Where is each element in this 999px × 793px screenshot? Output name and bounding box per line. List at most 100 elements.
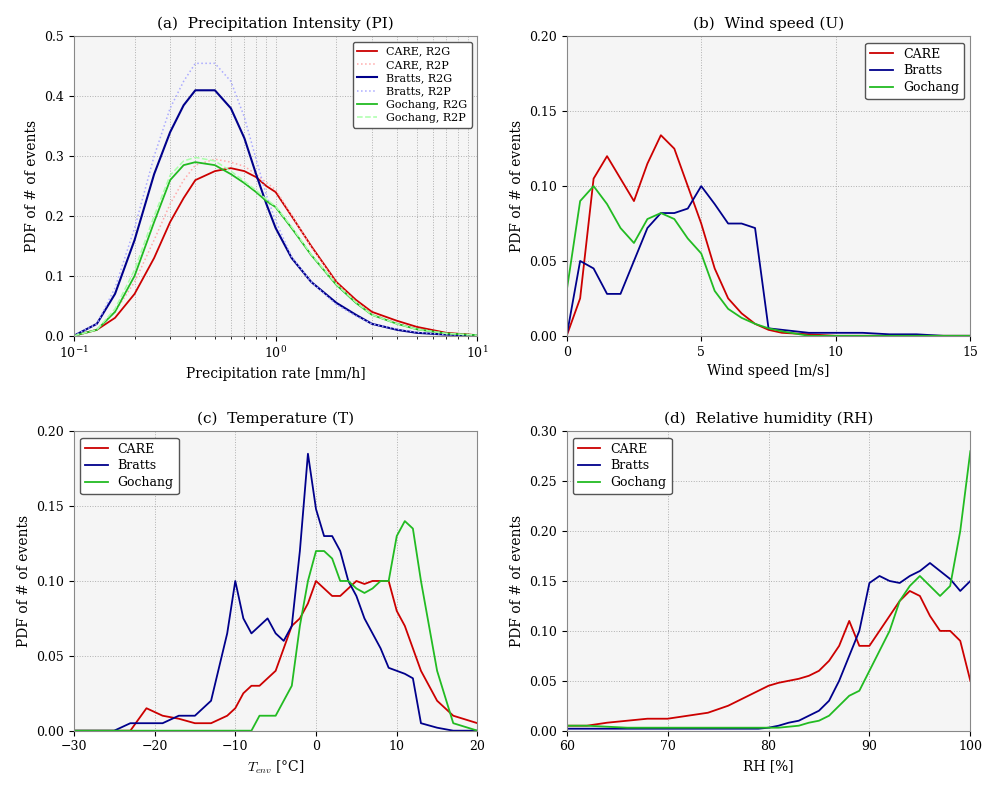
Gochang [681, 234, 693, 243]
CARE, R2P [68, 331, 80, 340]
Bratts [367, 629, 379, 638]
Gochang, R2G [91, 325, 103, 335]
Gochang, R2G [225, 170, 237, 179]
Gochang [238, 726, 250, 735]
CARE, R2P [270, 185, 282, 194]
Bratts [668, 209, 680, 218]
Bratts [157, 718, 169, 728]
Bratts, R2P [392, 324, 404, 334]
Gochang [326, 554, 338, 563]
Gochang [803, 331, 815, 340]
Bratts, R2P [129, 224, 141, 233]
Y-axis label: PDF of # of events: PDF of # of events [17, 515, 31, 647]
CARE [904, 586, 916, 596]
Bratts, R2P [164, 104, 176, 113]
Gochang [762, 723, 774, 733]
Bratts [621, 724, 633, 734]
Gochang [560, 721, 572, 730]
Gochang [173, 726, 185, 735]
Bratts [954, 586, 966, 596]
Bratts [108, 726, 120, 735]
CARE, R2G [441, 328, 453, 338]
Gochang [668, 214, 680, 224]
Bratts, R2P [270, 216, 282, 225]
Bratts [853, 626, 865, 636]
CARE [722, 701, 734, 711]
Gochang [68, 726, 80, 735]
Gochang [601, 199, 613, 209]
CARE [803, 330, 815, 339]
Bratts [762, 324, 774, 333]
CARE, R2G [411, 322, 423, 331]
Bratts [641, 724, 653, 734]
CARE [702, 708, 714, 718]
CARE [326, 592, 338, 601]
CARE, R2G [209, 167, 221, 176]
CARE [823, 656, 835, 665]
Bratts [793, 716, 805, 726]
Line: Gochang, R2G: Gochang, R2G [74, 162, 478, 335]
CARE, R2G [129, 289, 141, 299]
CARE [448, 711, 460, 721]
Bratts [141, 718, 153, 728]
Bratts [904, 571, 916, 580]
Gochang [641, 214, 653, 224]
Bratts, R2G [261, 199, 273, 209]
Gochang, R2P [239, 177, 251, 186]
Bratts, R2P [91, 319, 103, 328]
CARE [830, 331, 842, 340]
CARE [587, 174, 599, 183]
Gochang [830, 331, 842, 340]
Gochang [857, 331, 869, 340]
CARE, R2P [209, 155, 221, 164]
Gochang, R2G [250, 187, 262, 197]
Line: Bratts: Bratts [566, 186, 970, 335]
Gochang, R2P [261, 194, 273, 204]
Bratts [964, 577, 976, 586]
Bratts [813, 706, 825, 715]
CARE, R2P [441, 328, 453, 338]
Gochang [221, 726, 233, 735]
Bratts [641, 224, 653, 233]
CARE [853, 641, 865, 650]
Gochang [205, 726, 217, 735]
Gochang [415, 577, 427, 586]
Gochang, R2G [392, 319, 404, 328]
Gochang, R2P [148, 211, 160, 220]
Gochang [752, 723, 764, 733]
Gochang, R2G [350, 298, 362, 308]
CARE [343, 584, 355, 593]
CARE [580, 721, 592, 730]
Gochang [934, 592, 946, 601]
Bratts [742, 724, 754, 734]
Line: Bratts: Bratts [74, 454, 478, 730]
Bratts [732, 724, 744, 734]
Bratts [587, 264, 599, 274]
CARE [614, 174, 626, 183]
Title: (d)  Relative humidity (RH): (d) Relative humidity (RH) [663, 412, 873, 426]
CARE, R2P [305, 243, 317, 252]
Legend: CARE, Bratts, Gochang: CARE, Bratts, Gochang [865, 43, 964, 99]
CARE [205, 718, 217, 728]
CARE [762, 325, 774, 335]
CARE [857, 331, 869, 340]
Bratts [803, 328, 815, 338]
Bratts [655, 209, 667, 218]
CARE [964, 676, 976, 685]
Gochang [655, 209, 667, 218]
Gochang, R2P [392, 319, 404, 328]
Bratts, R2G [164, 128, 176, 137]
Gochang [335, 577, 347, 586]
Gochang, R2P [305, 250, 317, 259]
Gochang [108, 726, 120, 735]
CARE [294, 614, 306, 623]
Gochang, R2P [91, 325, 103, 335]
CARE, R2G [392, 316, 404, 326]
CARE, R2G [472, 331, 484, 340]
CARE [813, 666, 825, 676]
Line: Gochang: Gochang [566, 451, 970, 728]
CARE [407, 644, 419, 653]
Line: CARE, R2G: CARE, R2G [74, 168, 478, 335]
Bratts [448, 726, 460, 735]
Gochang [407, 524, 419, 534]
